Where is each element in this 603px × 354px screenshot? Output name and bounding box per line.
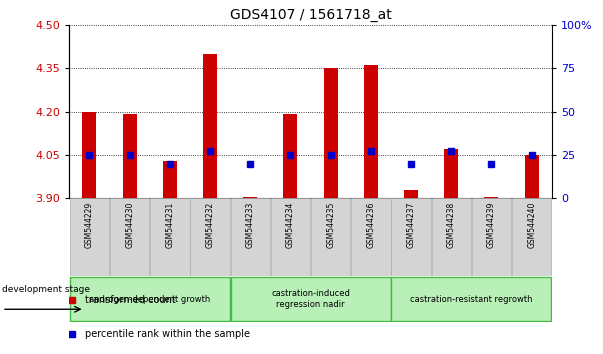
FancyBboxPatch shape (230, 277, 391, 321)
FancyBboxPatch shape (110, 198, 150, 276)
Bar (122, 114, 137, 198)
Text: GSM544239: GSM544239 (487, 201, 496, 248)
Text: GSM544237: GSM544237 (406, 201, 415, 248)
Bar (283, 114, 297, 198)
Text: GSM544230: GSM544230 (125, 201, 134, 248)
FancyBboxPatch shape (150, 198, 189, 276)
Text: percentile rank within the sample: percentile rank within the sample (85, 329, 250, 339)
FancyBboxPatch shape (432, 198, 471, 276)
Text: GSM544236: GSM544236 (367, 201, 375, 248)
FancyBboxPatch shape (191, 198, 230, 276)
Title: GDS4107 / 1561718_at: GDS4107 / 1561718_at (230, 8, 391, 22)
Text: castration-induced
regression nadir: castration-induced regression nadir (271, 290, 350, 309)
Text: GSM544231: GSM544231 (165, 201, 174, 247)
Text: GSM544238: GSM544238 (447, 201, 456, 247)
FancyBboxPatch shape (512, 198, 551, 276)
FancyBboxPatch shape (271, 198, 310, 276)
Text: GSM544234: GSM544234 (286, 201, 295, 248)
FancyBboxPatch shape (472, 198, 511, 276)
FancyBboxPatch shape (230, 198, 270, 276)
Bar (163, 161, 177, 198)
Bar (525, 155, 538, 198)
FancyBboxPatch shape (70, 277, 230, 321)
Text: GSM544233: GSM544233 (246, 201, 254, 248)
Bar (364, 65, 378, 198)
Text: GSM544235: GSM544235 (326, 201, 335, 248)
FancyBboxPatch shape (311, 198, 350, 276)
Bar (324, 68, 338, 198)
Text: castration-resistant regrowth: castration-resistant regrowth (410, 295, 532, 304)
FancyBboxPatch shape (391, 198, 431, 276)
Bar (83, 112, 96, 198)
Text: transformed count: transformed count (85, 295, 176, 305)
Text: androgen-dependent growth: androgen-dependent growth (89, 295, 210, 304)
Bar (444, 149, 458, 198)
FancyBboxPatch shape (351, 198, 391, 276)
Text: GSM544240: GSM544240 (527, 201, 536, 248)
Text: GSM544232: GSM544232 (206, 201, 215, 247)
Bar (404, 189, 418, 198)
Text: development stage: development stage (2, 285, 90, 293)
Bar (243, 197, 257, 198)
Bar (203, 54, 217, 198)
Bar (484, 197, 499, 198)
Text: GSM544229: GSM544229 (85, 201, 94, 247)
FancyBboxPatch shape (70, 198, 109, 276)
FancyBboxPatch shape (391, 277, 551, 321)
